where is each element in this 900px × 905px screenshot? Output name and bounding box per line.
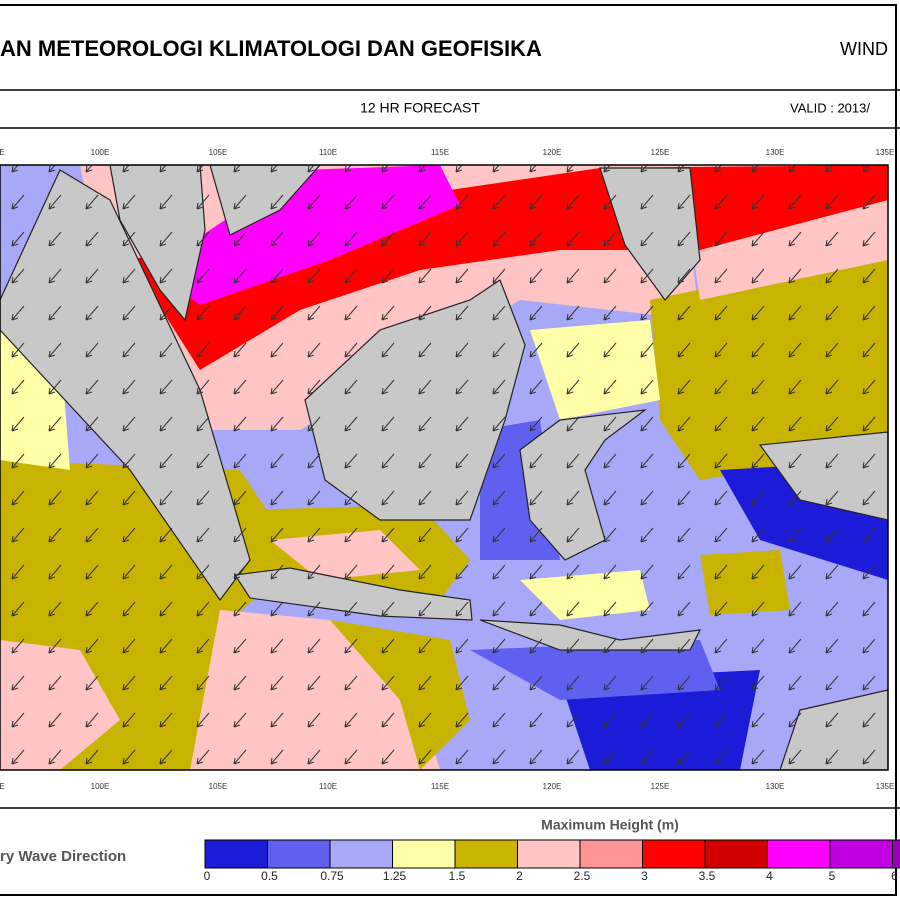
header-right: WIND [840, 39, 888, 59]
longitude-label: 130E [766, 782, 785, 791]
longitude-label: 135E [876, 782, 895, 791]
longitude-label: 135E [876, 148, 895, 157]
legend-swatch [893, 840, 900, 868]
longitude-label: 100E [91, 782, 110, 791]
legend-swatch [330, 840, 393, 868]
legend-swatch [393, 840, 456, 868]
legend-swatch [643, 840, 706, 868]
legend-swatch [705, 840, 768, 868]
longitude-label: 120E [543, 148, 562, 157]
title: AN METEOROLOGI KLIMATOLOGI DAN GEOFISIKA [0, 36, 542, 61]
legend-swatch [580, 840, 643, 868]
direction-label: ry Wave Direction [0, 848, 126, 865]
legend-title: Maximum Height (m) [541, 817, 679, 833]
legend-tick-label: 1.25 [383, 869, 407, 883]
legend-swatch [768, 840, 831, 868]
longitude-label: 105E [209, 782, 228, 791]
longitude-label: E [0, 782, 5, 791]
legend-tick-label: 2.5 [574, 869, 591, 883]
wave-direction-arrows [0, 165, 888, 770]
legend-tick-label: 3 [641, 869, 648, 883]
valid-label: VALID : 2013/ [790, 100, 870, 115]
legend-tick-label: 0.5 [261, 869, 278, 883]
legend-swatch [205, 840, 268, 868]
longitude-label: 100E [91, 148, 110, 157]
longitude-label: 125E [651, 148, 670, 157]
legend-tick-label: 6 [891, 869, 898, 883]
longitude-label: 110E [319, 782, 337, 791]
legend-tick-label: 4 [766, 869, 773, 883]
longitude-label: E [0, 148, 5, 157]
legend-swatch [268, 840, 331, 868]
longitude-label: 110E [319, 148, 337, 157]
legend-swatch [518, 840, 581, 868]
forecast-label: 12 HR FORECAST [360, 100, 480, 116]
legend-tick-label: 5 [829, 869, 836, 883]
legend-tick-label: 2 [516, 869, 523, 883]
legend-tick-label: 1.5 [449, 869, 466, 883]
legend-swatch [455, 840, 518, 868]
legend-tick-label: 0 [204, 869, 211, 883]
longitude-label: 115E [431, 782, 449, 791]
longitude-label: 105E [209, 148, 228, 157]
longitude-label: 130E [766, 148, 785, 157]
legend-tick-label: 0.75 [320, 869, 344, 883]
legend-swatch [830, 840, 893, 868]
map [0, 165, 888, 770]
longitude-label: 115E [431, 148, 449, 157]
longitude-label: 125E [651, 782, 670, 791]
longitude-label: 120E [543, 782, 562, 791]
legend-tick-label: 3.5 [699, 869, 716, 883]
